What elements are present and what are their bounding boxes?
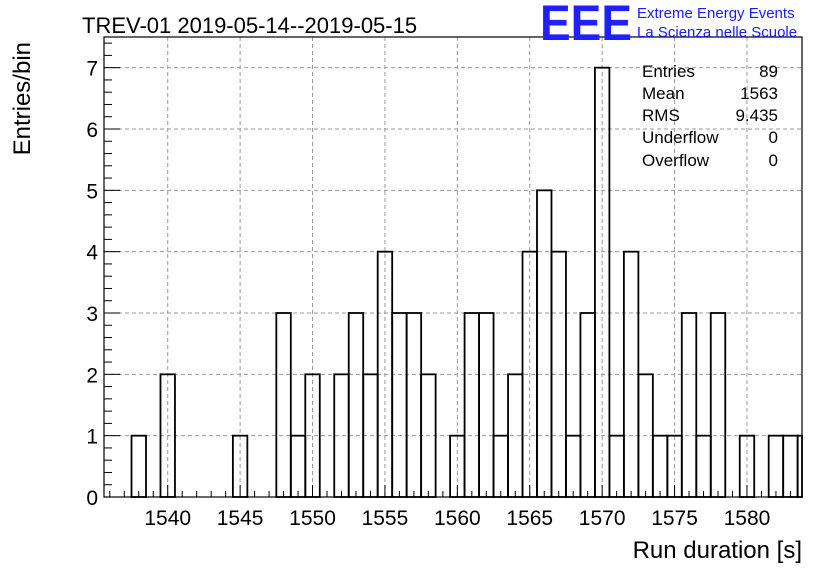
y-tick-label: 1: [86, 426, 98, 449]
x-tick-label: 1545: [217, 507, 264, 530]
x-tick-label: 1555: [362, 507, 409, 530]
histogram-bin: [608, 434, 625, 498]
histogram-bin: [275, 312, 292, 498]
y-tick-label: 0: [86, 487, 98, 510]
histogram-bin: [565, 434, 582, 498]
stat-value-overflow: 0: [769, 151, 778, 170]
histogram-bin: [796, 434, 803, 498]
chart-title: TREV-01 2019-05-14--2019-05-15: [82, 13, 417, 38]
histogram-bin: [536, 189, 553, 498]
stat-label-overflow: Overflow: [642, 151, 710, 170]
plot-frame: [103, 36, 803, 498]
x-tick-label: 1550: [289, 507, 336, 530]
histogram-bin: [782, 434, 799, 498]
x-tick-label: 1575: [651, 507, 698, 530]
x-axis-label: Run duration [s]: [633, 537, 802, 564]
histogram-bin: [463, 312, 480, 498]
histogram-bin: [492, 434, 509, 498]
stat-label-mean: Mean: [642, 84, 685, 103]
histogram-bin: [651, 434, 669, 498]
stat-value-entries: 89: [759, 62, 778, 81]
logo-line-2: La Scienza nelle Scuole: [637, 24, 797, 41]
y-tick-label: 4: [86, 242, 98, 265]
histogram-bin: [695, 434, 712, 498]
eee-logo: EEE Extreme Energy Events La Scienza nel…: [540, 0, 797, 51]
grid-lines: [104, 37, 802, 497]
histogram-bin: [767, 434, 785, 498]
y-tick-label: 2: [86, 364, 98, 387]
y-tick-label: 3: [86, 303, 98, 326]
histogram-bin: [709, 312, 727, 498]
y-tick-label: 7: [86, 58, 98, 81]
x-tick-label: 1560: [434, 507, 481, 530]
histogram-bin: [289, 434, 307, 498]
histogram-bin: [391, 312, 408, 498]
stat-label-rms: RMS: [642, 106, 680, 125]
axes: 1540 1545 1550 1555 1560 1565 1570 1575 1580 0 1 2 3…: [86, 42, 791, 530]
x-tick-label: 1540: [144, 507, 191, 530]
y-tick-label: 5: [86, 180, 98, 203]
histogram-bin: [478, 312, 495, 498]
logo-line-1: Extreme Energy Events: [637, 5, 795, 22]
stat-label-entries: Entries: [642, 62, 695, 81]
x-tick-label: 1565: [506, 507, 553, 530]
histogram-bin: [130, 434, 147, 498]
histogram-bin: [680, 312, 698, 498]
x-tick-label: 1570: [579, 507, 626, 530]
histogram-bin: [347, 312, 365, 498]
histogram-bin: [405, 312, 423, 498]
y-axis-label: Entries/bin: [9, 42, 36, 155]
stats-box: Entries 89 Mean 1563 RMS 9.435 Underflow…: [642, 62, 778, 170]
stat-value-underflow: 0: [769, 128, 778, 147]
stat-label-underflow: Underflow: [642, 128, 719, 147]
stat-value-rms: 9.435: [735, 106, 778, 125]
histogram-bin: [579, 312, 596, 498]
x-tick-label: 1580: [724, 507, 771, 530]
y-tick-label: 6: [86, 119, 98, 142]
logo-mark: EEE: [540, 0, 632, 51]
stat-value-mean: 1563: [740, 84, 778, 103]
